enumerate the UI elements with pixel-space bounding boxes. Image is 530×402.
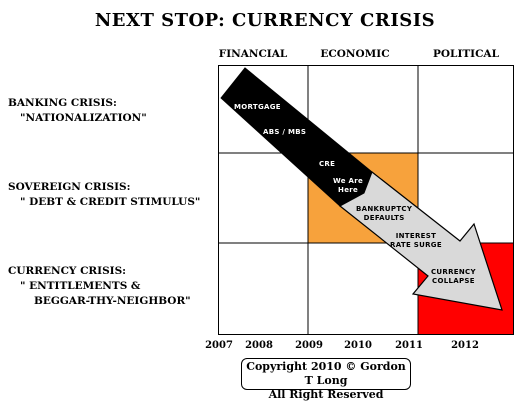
- bankruptcy-text: BANKRUPTCY: [356, 205, 413, 213]
- row-title: BANKING CRISIS:: [8, 97, 117, 109]
- row-subtitle: " DEBT & CREDIT STIMULUS": [20, 196, 201, 208]
- row-title: SOVEREIGN CRISIS:: [8, 181, 131, 193]
- defaults-text: DEFAULTS: [363, 214, 405, 222]
- column-header-financial: FINANCIAL: [218, 48, 288, 60]
- arrow-label-interest-rate-surge: INTEREST RATE SURGE: [390, 232, 442, 250]
- arrow-label-bankruptcy-defaults: BANKRUPTCY DEFAULTS: [356, 205, 412, 223]
- year-label: 2007: [205, 340, 233, 351]
- copyright-box: Copyright 2010 © Gordon T Long All Right…: [241, 358, 411, 401]
- matrix-border: [218, 65, 514, 335]
- year-label: 2012: [451, 340, 479, 351]
- we-are-text: We Are: [333, 177, 364, 185]
- arrow-future-segment: [339, 171, 503, 311]
- arrow-label-abs-mbs: ABS / MBS: [263, 128, 307, 136]
- rights-line: All Right Reserved: [268, 388, 384, 401]
- page-title: NEXT STOP: CURRENCY CRISIS: [94, 10, 436, 31]
- year-label: 2011: [395, 340, 423, 351]
- row-title: CURRENCY CRISIS:: [8, 265, 127, 277]
- copyright-line: Copyright 2010 © Gordon T Long: [246, 360, 406, 387]
- arrow-label-we-are-here: We Are Here: [333, 177, 363, 195]
- row-header-sovereign-crisis: SOVEREIGN CRISIS: " DEBT & CREDIT STIMUL…: [8, 180, 200, 210]
- crisis-matrix: MORTGAGE ABS / MBS CRE We Are Here BANKR…: [218, 65, 514, 335]
- row-subtitle: " ENTITLEMENTS &: [20, 280, 141, 292]
- interest-text: INTEREST: [395, 232, 437, 240]
- row-subtitle-cont: BEGGAR-THY-NEIGHBOR": [34, 295, 191, 307]
- row-subtitle: "NATIONALIZATION": [20, 112, 147, 124]
- year-label: 2010: [344, 340, 372, 351]
- arrow-label-currency-collapse: CURRENCY COLLAPSE: [431, 268, 476, 286]
- rate-surge-text: RATE SURGE: [390, 241, 442, 249]
- year-label: 2008: [245, 340, 273, 351]
- year-label: 2009: [295, 340, 323, 351]
- arrow-label-mortgage: MORTGAGE: [234, 103, 281, 111]
- arrow-label-cre: CRE: [319, 160, 336, 168]
- column-header-economic: ECONOMIC: [320, 48, 390, 60]
- row-header-banking-crisis: BANKING CRISIS: "NATIONALIZATION": [8, 96, 147, 126]
- crisis-matrix-graphic: [218, 65, 514, 335]
- currency-text: CURRENCY: [431, 268, 476, 276]
- column-header-political: POLITICAL: [433, 48, 499, 60]
- row-header-currency-crisis: CURRENCY CRISIS: " ENTITLEMENTS & BEGGAR…: [8, 264, 191, 309]
- collapse-text: COLLAPSE: [432, 277, 475, 285]
- arrow-past-segment: [220, 67, 373, 207]
- here-text: Here: [338, 186, 359, 194]
